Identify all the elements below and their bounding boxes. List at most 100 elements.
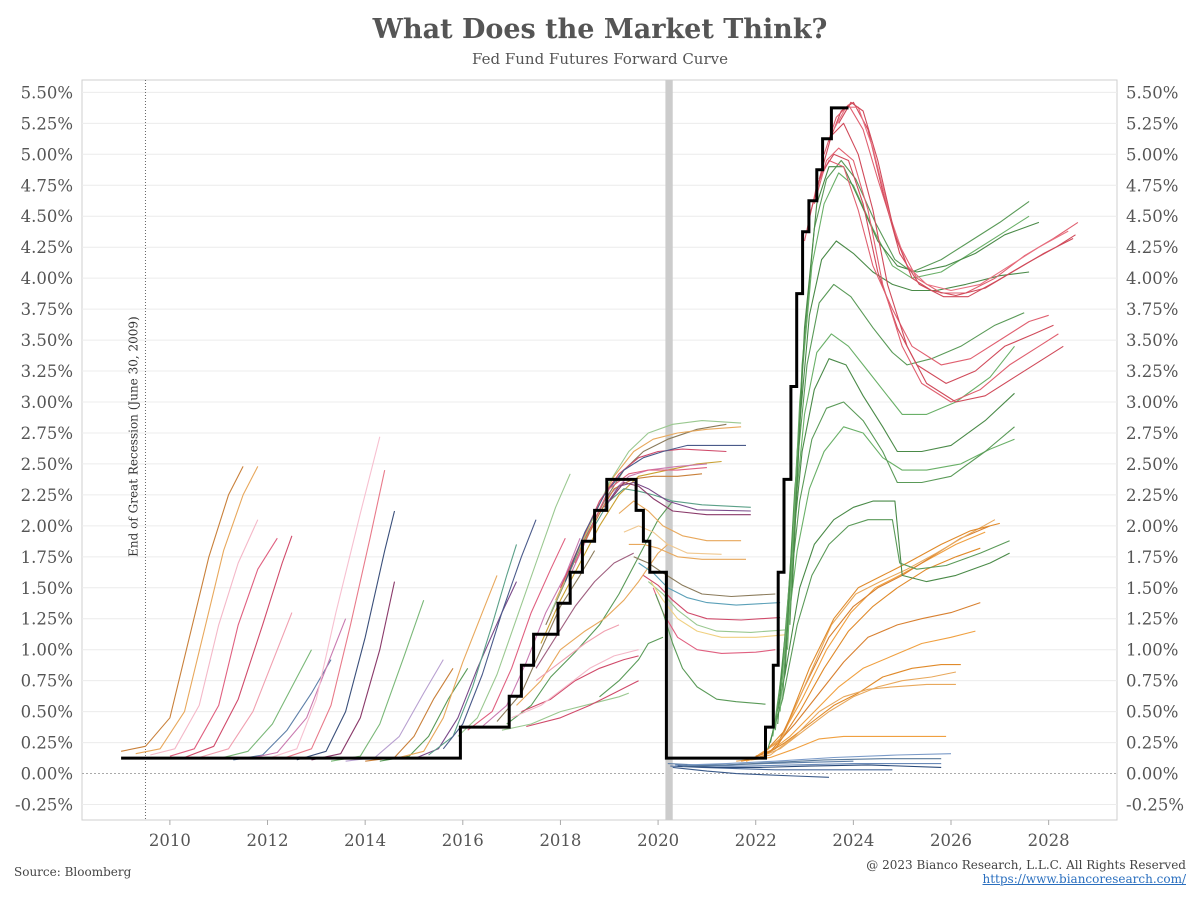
y-tick-label-right: 3.25% bbox=[1126, 362, 1178, 381]
x-tick-label: 2014 bbox=[344, 831, 386, 850]
forward-curve-line bbox=[169, 537, 278, 757]
forward-curve-line bbox=[750, 735, 947, 761]
forward-curve-line bbox=[467, 537, 566, 731]
annotations: End of Great Recession (June 30, 2009) bbox=[126, 80, 146, 820]
y-tick-label-left: 3.00% bbox=[21, 393, 73, 412]
effective-fed-funds-line bbox=[121, 106, 849, 760]
y-tick-label-right: 2.50% bbox=[1126, 455, 1178, 474]
y-tick-label-right: 3.50% bbox=[1126, 331, 1178, 350]
y-tick-label-right: 4.75% bbox=[1126, 176, 1178, 195]
y-tick-label-right: 1.00% bbox=[1126, 641, 1178, 660]
chart-subtitle: Fed Fund Futures Forward Curve bbox=[472, 50, 728, 68]
y-tick-label-left: 3.25% bbox=[21, 362, 73, 381]
forward-curve-line bbox=[135, 466, 259, 755]
forward-curve-line bbox=[457, 473, 571, 737]
forward-curve-line bbox=[650, 581, 786, 638]
forward-curve-line bbox=[838, 101, 1074, 297]
effective-rate-line bbox=[121, 106, 849, 760]
forward-curve-line bbox=[755, 547, 981, 757]
y-tick-label-left: 3.75% bbox=[21, 300, 73, 319]
recession-annotation: End of Great Recession (June 30, 2009) bbox=[126, 316, 140, 557]
x-tick-label: 2020 bbox=[637, 831, 679, 850]
y-tick-label-right: 5.25% bbox=[1126, 114, 1178, 133]
y-axis-left: -0.25% 0.00% 0.25% 0.50% 0.75% 1.00% 1.25% 1.50… bbox=[15, 83, 73, 814]
y-tick-label-right: 4.25% bbox=[1126, 238, 1178, 257]
copyright-note: @ 2023 Bianco Research, L.L.C. All Right… bbox=[866, 858, 1186, 886]
forward-curve-line bbox=[267, 436, 381, 760]
y-tick-label-right: 5.50% bbox=[1126, 83, 1178, 102]
forward-curve-line bbox=[511, 649, 639, 719]
y-tick-label-left: 4.25% bbox=[21, 238, 73, 257]
x-tick-label: 2012 bbox=[247, 831, 289, 850]
y-tick-label-left: 2.00% bbox=[21, 517, 73, 536]
y-tick-label-right: 3.00% bbox=[1126, 393, 1178, 412]
forward-curve-line bbox=[672, 766, 830, 778]
forward-curve-line bbox=[428, 544, 518, 756]
y-tick-label-left: 0.75% bbox=[21, 672, 73, 691]
forward-curve-line bbox=[784, 240, 1030, 675]
forward-curve-line bbox=[218, 649, 312, 760]
y-tick-label-right: 4.00% bbox=[1126, 269, 1178, 288]
x-tick-label: 2016 bbox=[442, 831, 484, 850]
y-tick-label-left: 0.50% bbox=[21, 703, 73, 722]
y-tick-label-left: 1.25% bbox=[21, 610, 73, 629]
y-tick-label-left: 0.00% bbox=[21, 765, 73, 784]
y-tick-label-left: 4.00% bbox=[21, 269, 73, 288]
x-axis: 2010 2012 2014 2016 2018 2020 2022 2024 2026 2028 bbox=[149, 820, 1070, 850]
forward-curve-line bbox=[753, 683, 956, 760]
forward-curve-line bbox=[199, 612, 293, 759]
forward-curve-line bbox=[677, 764, 942, 768]
y-tick-label-left: 4.75% bbox=[21, 176, 73, 195]
forward-curve-line bbox=[506, 500, 674, 725]
y-tick-label-right: -0.25% bbox=[1126, 796, 1184, 815]
forward-curve-line bbox=[608, 481, 751, 516]
forward-curve-line bbox=[774, 401, 1015, 731]
forward-curve-line bbox=[564, 444, 746, 582]
x-tick-label: 2010 bbox=[149, 831, 191, 850]
forward-curve-line bbox=[282, 469, 386, 760]
y-tick-label-left: 2.25% bbox=[21, 486, 73, 505]
y-tick-label-right: 2.25% bbox=[1126, 486, 1178, 505]
plot-area bbox=[81, 79, 1118, 821]
x-tick-label: 2026 bbox=[930, 831, 972, 850]
forward-curve-line bbox=[120, 466, 244, 752]
y-tick-label-left: 1.50% bbox=[21, 579, 73, 598]
forward-curve-line bbox=[782, 283, 1025, 700]
y-tick-label-right: 0.75% bbox=[1126, 672, 1178, 691]
forward-curve-line bbox=[772, 426, 1015, 737]
forward-curve-line bbox=[603, 481, 751, 512]
y-tick-label-right: 0.00% bbox=[1126, 765, 1178, 784]
forward-curves bbox=[120, 101, 1079, 778]
y-tick-label-right: 0.25% bbox=[1126, 734, 1178, 753]
y-tick-label-left: 5.00% bbox=[21, 145, 73, 164]
x-tick-label: 2024 bbox=[832, 831, 874, 850]
copyright-text: @ 2023 Bianco Research, L.L.C. All Right… bbox=[866, 858, 1186, 872]
forward-curve-line bbox=[769, 500, 1010, 743]
forward-curve-line bbox=[808, 153, 1054, 384]
y-tick-label-left: -0.25% bbox=[15, 796, 73, 815]
forward-curve-line bbox=[647, 581, 786, 633]
y-tick-label-left: 1.00% bbox=[21, 641, 73, 660]
y-tick-label-right: 5.00% bbox=[1126, 145, 1178, 164]
y-tick-label-right: 1.25% bbox=[1126, 610, 1178, 629]
y-tick-label-right: 2.00% bbox=[1126, 517, 1178, 536]
forward-curve-line bbox=[618, 500, 742, 542]
forward-curve-line bbox=[791, 166, 1040, 588]
forward-curve-line bbox=[481, 537, 581, 727]
x-tick-label: 2018 bbox=[539, 831, 581, 850]
plot-frame bbox=[81, 79, 1118, 821]
y-tick-label-left: 3.50% bbox=[21, 331, 73, 350]
forward-curve-line bbox=[833, 106, 1069, 292]
y-tick-label-left: 2.50% bbox=[21, 455, 73, 474]
forward-curve-line bbox=[184, 535, 293, 759]
source-note: Source: Bloomberg bbox=[14, 865, 132, 879]
forward-curve-line bbox=[535, 624, 620, 682]
forward-curve-line bbox=[682, 758, 942, 767]
forward-curve-line bbox=[501, 692, 629, 731]
forward-curve-line bbox=[526, 680, 639, 728]
website-link[interactable]: https://www.biancoresearch.com/ bbox=[982, 872, 1186, 886]
y-tick-label-left: 5.50% bbox=[21, 83, 73, 102]
forward-curve-line bbox=[311, 581, 396, 761]
x-tick-label: 2022 bbox=[735, 831, 777, 850]
y-tick-label-right: 4.50% bbox=[1126, 207, 1178, 226]
